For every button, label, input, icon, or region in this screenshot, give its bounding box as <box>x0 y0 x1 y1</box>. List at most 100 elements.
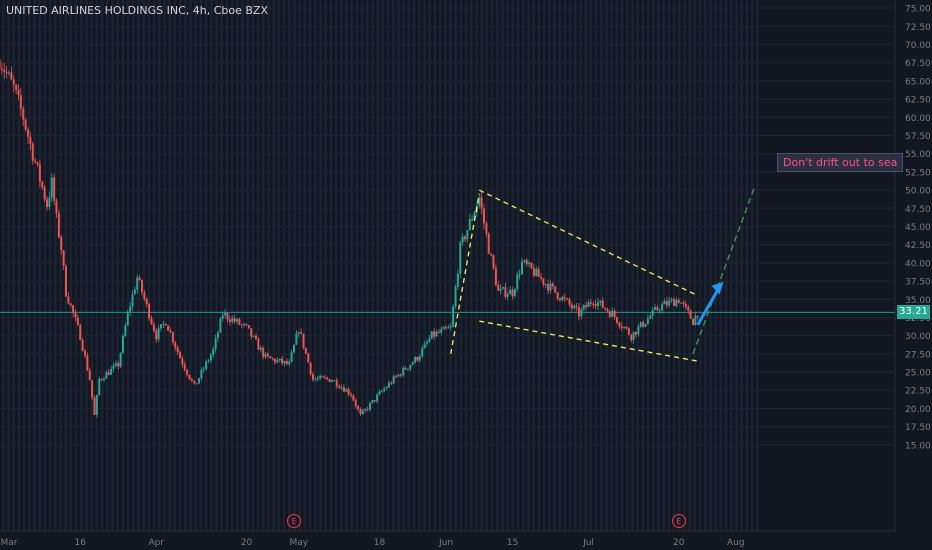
candle-body <box>338 386 341 388</box>
candle-body <box>145 299 148 305</box>
candle-body <box>435 331 438 337</box>
session-stripe <box>12 0 15 531</box>
candle-body <box>414 357 417 363</box>
candle-body <box>639 321 642 327</box>
trendline-wedge-lower[interactable] <box>479 320 698 362</box>
candle-body <box>60 236 63 251</box>
earnings-marker[interactable]: E <box>671 514 686 528</box>
x-tick-label: 18 <box>374 538 386 548</box>
session-stripe <box>272 0 275 531</box>
y-tick-label: 25.00 <box>905 369 931 379</box>
session-stripe <box>542 0 546 531</box>
session-stripe <box>683 0 686 531</box>
x-tick-label: Aug <box>727 538 745 548</box>
earnings-marker[interactable]: E <box>287 514 301 528</box>
candle-body <box>490 253 493 256</box>
session-stripe <box>137 0 140 531</box>
trendline-wedge-upper[interactable] <box>478 189 699 297</box>
candle-body <box>551 283 554 287</box>
candle-body <box>464 236 466 240</box>
session-stripe <box>371 0 374 531</box>
candle-body <box>385 387 388 389</box>
candle-body <box>160 324 162 329</box>
candle-body <box>430 331 433 339</box>
candle-body <box>36 162 39 165</box>
candle-body <box>3 69 6 73</box>
candle-body <box>202 368 205 370</box>
candle-body <box>568 299 571 305</box>
candle-body <box>423 343 426 349</box>
candle-body <box>17 89 20 96</box>
candle-body <box>620 326 623 328</box>
candle-body <box>478 197 481 206</box>
candle-body <box>354 400 357 407</box>
candle-body <box>0 59 1 69</box>
candle-body <box>680 302 683 304</box>
candle-body <box>582 305 585 310</box>
session-stripe <box>594 0 598 531</box>
session-stripe <box>662 0 665 531</box>
session-stripe <box>288 0 291 531</box>
session-stripe <box>449 0 452 531</box>
candle-body <box>635 331 637 335</box>
candle-body <box>623 326 626 328</box>
candle-body <box>509 289 512 295</box>
session-stripe <box>194 0 197 531</box>
candle-body <box>575 306 578 308</box>
candle-body <box>269 356 272 359</box>
candle-body <box>395 376 398 378</box>
candle-body <box>41 181 44 188</box>
candle-body <box>243 324 246 326</box>
session-stripe <box>262 0 265 531</box>
x-tick-label: 20 <box>241 538 253 548</box>
session-stripe <box>267 0 270 531</box>
candle-body <box>532 268 535 276</box>
candle-body <box>0 68 3 70</box>
candle-body <box>55 200 58 214</box>
session-stripe <box>386 0 390 531</box>
candle-body <box>285 360 288 365</box>
candle-body <box>333 380 336 382</box>
candle-body <box>449 326 452 328</box>
candle-body <box>418 356 421 361</box>
candle-body <box>214 337 217 349</box>
candle-body <box>314 379 317 381</box>
candle-body <box>133 289 136 295</box>
session-stripe <box>750 0 754 531</box>
session-stripe <box>168 0 171 531</box>
candle-body <box>231 318 234 322</box>
y-axis: 15.0017.5020.0022.5025.0027.5030.0032.50… <box>0 0 931 531</box>
candle-body <box>494 268 497 285</box>
candle-body <box>404 367 407 370</box>
candle-body <box>535 268 538 276</box>
arrow-icon[interactable] <box>696 281 724 326</box>
candle-body <box>573 306 576 309</box>
candle-body <box>321 376 324 378</box>
trendline-rally-line[interactable] <box>450 193 480 354</box>
session-stripe <box>584 0 587 531</box>
candle-body <box>589 302 592 304</box>
candle-body <box>471 219 474 221</box>
annotation-label[interactable]: Don't drift out to sea <box>777 153 904 172</box>
session-stripe <box>319 0 322 531</box>
candle-body <box>48 197 51 207</box>
session-stripe <box>7 0 10 531</box>
candle-body <box>295 333 298 345</box>
candle-body <box>228 319 231 322</box>
candle-body <box>157 328 160 340</box>
candle-body <box>442 327 445 330</box>
candle-body <box>155 330 158 340</box>
x-tick-label: 20 <box>673 538 685 548</box>
candle-body <box>556 292 559 299</box>
candle-body <box>407 368 409 370</box>
candle-body <box>174 342 177 348</box>
candle-body <box>276 360 279 363</box>
candle-body <box>502 287 504 289</box>
x-tick-label: May <box>289 538 308 548</box>
session-stripe <box>376 0 379 531</box>
session-stripe <box>59 0 62 531</box>
candle-body <box>190 379 193 381</box>
session-stripe <box>511 0 515 531</box>
candle-body <box>141 279 143 293</box>
